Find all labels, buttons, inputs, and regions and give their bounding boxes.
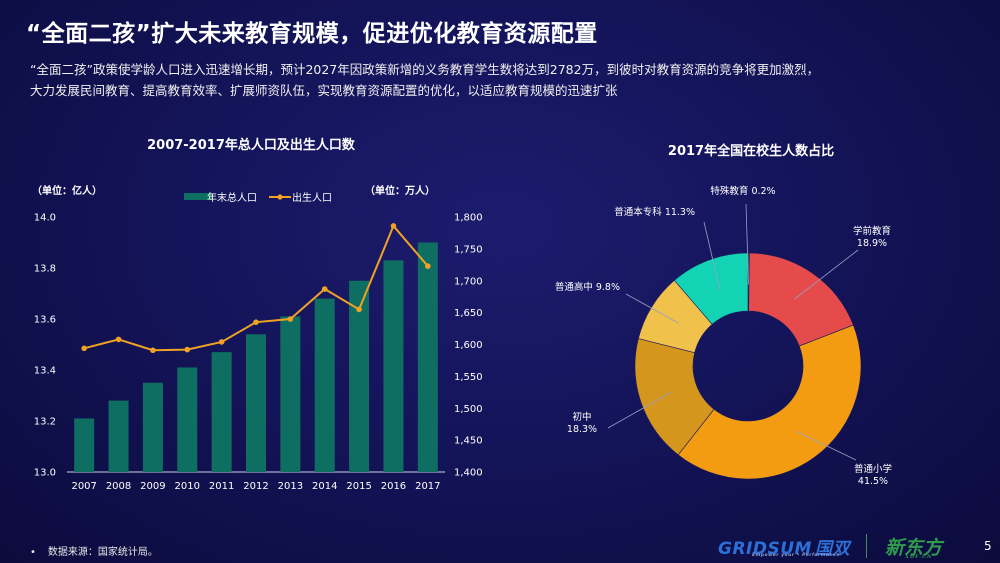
leader-line	[625, 293, 679, 324]
x-axis-tick-label: 2015	[346, 481, 371, 492]
donut-label-特殊教育: 特殊教育 0.2%	[710, 185, 775, 197]
right-axis-tick-label: 1,500	[454, 404, 483, 415]
point-births-2007	[81, 345, 87, 352]
leader-line	[794, 249, 859, 300]
x-axis-tick-label: 2014	[312, 481, 337, 492]
leader-line	[703, 221, 721, 290]
point-births-2009	[150, 347, 156, 354]
bar-total-population-2017	[417, 242, 438, 472]
bar-total-population-2014	[314, 298, 335, 472]
leader-line	[745, 203, 749, 285]
logo-divider	[865, 534, 867, 558]
population-combo-chart: 2007-2017年总人口及出生人口数 （单位：亿人） （单位：万人） 年末总人…	[32, 137, 483, 493]
gridsum-logo-tagline: Empower your • Performance	[752, 552, 840, 558]
xdf-logo-text: 新东方	[884, 536, 942, 559]
point-births-2012	[253, 319, 259, 325]
bar-total-population-2007	[74, 418, 95, 472]
bar-total-population-2009	[142, 382, 163, 472]
right-axis-tick-label: 1,650	[454, 308, 483, 319]
donut-label-value-普通小学: 41.5%	[858, 476, 888, 487]
right-axis-tick-label: 1,400	[454, 468, 483, 479]
bar-total-population-2010	[177, 367, 198, 472]
x-axis-tick-label: 2009	[140, 481, 165, 492]
gridsum-logo-cn: 国双	[814, 538, 850, 559]
donut-label-name-初中: 初中	[572, 411, 591, 423]
xdf-logo-tagline: XDF.CN	[904, 553, 933, 560]
footnote-text: 数据来源：国家统计局。	[47, 547, 158, 558]
donut-label-普通高中: 普通高中 9.8%	[555, 281, 620, 293]
point-births-2016	[390, 223, 397, 229]
point-births-2013	[287, 316, 294, 322]
intro-paragraph: “全面二孩”政策使学龄人口进入迅速增长期，预计2027年因政策新增的义务教育学生…	[30, 59, 980, 101]
leader-line	[796, 431, 857, 461]
bar-total-population-2016	[383, 260, 404, 472]
point-births-2015	[356, 306, 362, 313]
right-axis-tick-label: 1,700	[454, 276, 483, 287]
x-axis-tick-label: 2010	[175, 481, 200, 492]
bar-total-population-2012	[246, 334, 266, 472]
gridsum-logo-text: GRIDSUM	[718, 538, 812, 559]
x-axis-tick-label: 2007	[71, 481, 96, 492]
footnote-bullet: •	[30, 547, 36, 558]
left-axis-tick-label: 13.4	[34, 366, 56, 377]
x-axis-tick-label: 2013	[278, 481, 303, 492]
legend-label-line: 出生人口	[292, 191, 332, 204]
footnote: • 数据来源：国家统计局。	[30, 543, 158, 558]
donut-slice-普通本专科	[673, 252, 749, 325]
right-axis-tick-label: 1,750	[454, 244, 483, 255]
donut-slice-学前教育	[748, 252, 854, 347]
x-axis-tick-label: 2008	[106, 481, 131, 492]
bar-chart-title: 2007-2017年总人口及出生人口数	[147, 137, 356, 153]
point-births-2017	[425, 263, 431, 269]
right-axis-unit: （单位：万人）	[365, 184, 435, 197]
bar-total-population-2013	[280, 316, 301, 472]
left-axis-unit: （单位：亿人）	[32, 184, 102, 197]
slide-title: “全面二孩”扩大未来教育规模，促进优化教育资源配置	[26, 21, 598, 47]
left-axis-tick-label: 13.0	[34, 468, 56, 479]
point-births-2014	[321, 286, 328, 292]
x-axis-tick-label: 2017	[415, 481, 440, 492]
bar-chart-legend: 年末总人口 出生人口	[184, 191, 332, 204]
pie-chart-title: 2017年全国在校生人数占比	[668, 143, 834, 159]
point-births-2011	[218, 339, 225, 345]
legend-label-bar: 年末总人口	[207, 191, 257, 204]
x-axis-tick-label: 2011	[209, 481, 234, 492]
legend-swatch-marker	[277, 194, 283, 200]
bar-total-population-2015	[349, 280, 370, 472]
x-axis-tick-label: 2016	[381, 481, 406, 492]
bar-total-population-2008	[108, 400, 129, 472]
left-axis-tick-label: 14.0	[34, 213, 56, 224]
intro-line-2: 大力发展民间教育、提高教育效率、扩展师资队伍，实现教育资源配置的优化，以适应教育…	[30, 83, 618, 98]
x-axis-tick-label: 2012	[243, 481, 268, 492]
donut-label-value-初中: 18.3%	[567, 424, 597, 435]
legend-swatch-bar	[184, 193, 212, 200]
gridsum-logo: GRIDSUM 国双 Empower your • Performance	[718, 534, 850, 559]
donut-label-name-学前教育: 学前教育	[853, 225, 891, 237]
page-number: 5	[984, 539, 992, 553]
donut-label-普通本专科: 普通本专科 11.3%	[614, 206, 695, 218]
xdf-logo: 新东方 XDF.CN	[885, 533, 942, 560]
right-axis-tick-label: 1,800	[454, 213, 483, 224]
point-births-2008	[115, 336, 122, 343]
donut-label-name-普通小学: 普通小学	[854, 463, 892, 475]
point-births-2010	[184, 346, 191, 353]
logo-bar: GRIDSUM 国双 Empower your • Performance 新东方…	[718, 532, 942, 560]
right-axis-tick-label: 1,550	[454, 372, 483, 383]
line-births	[83, 224, 429, 352]
bar-total-population-2011	[211, 352, 232, 472]
right-axis-tick-label: 1,600	[454, 340, 483, 351]
left-axis-tick-label: 13.8	[34, 264, 56, 275]
left-axis-tick-label: 13.2	[34, 417, 56, 428]
right-axis-tick-label: 1,450	[454, 436, 483, 447]
left-axis-tick-label: 13.6	[34, 315, 56, 326]
donut-label-value-学前教育: 18.9%	[857, 238, 887, 249]
leader-line	[607, 392, 672, 429]
bar-plot-area: 13.0 13.2 13.4 13.6 13.8 14.0 1,400 1,450 1,500 1…	[34, 213, 483, 493]
intro-line-1: “全面二孩”政策使学龄人口进入迅速增长期，预计2027年因政策新增的义务教育学生…	[30, 62, 820, 77]
